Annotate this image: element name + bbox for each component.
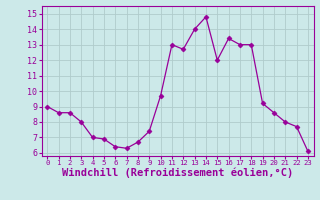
X-axis label: Windchill (Refroidissement éolien,°C): Windchill (Refroidissement éolien,°C) <box>62 168 293 178</box>
